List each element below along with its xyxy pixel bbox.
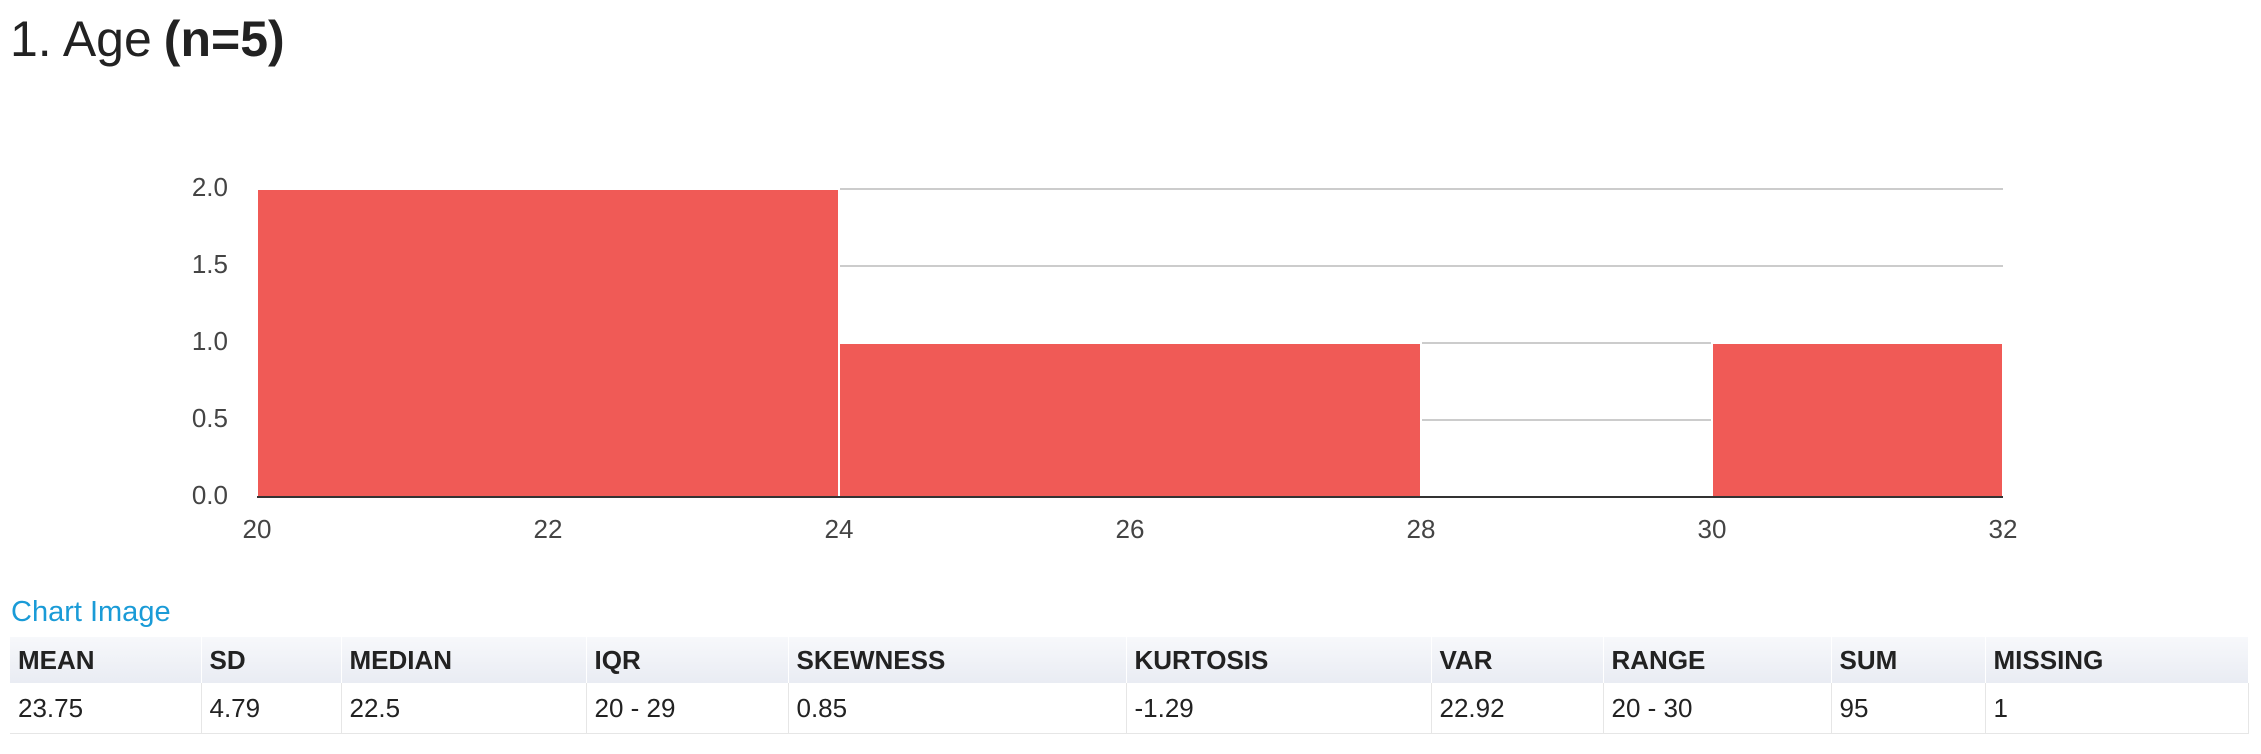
y-tick-label: 1.5 [192,249,228,279]
table-cell: 4.79 [201,683,342,734]
title: 1. Age (n=5) [10,10,285,68]
chart-image-link[interactable]: Chart Image [11,596,171,628]
table-body: 23.75 4.79 22.5 20 - 29 0.85 -1.29 22.92 20 - 3… [10,683,2249,734]
table-cell: 23.75 [10,683,202,734]
y-tick-label: 0.0 [192,480,228,510]
x-tick-label: 32 [1989,514,2018,544]
header-cell: MISSING [1985,637,2249,683]
header-cell: KURTOSIS [1126,637,1432,683]
header-cell: SKEWNESS [788,637,1127,683]
table-cell: 0.85 [788,683,1127,734]
bar [256,188,840,498]
chart: 0.0 0.5 1.0 1.5 2.0 20 22 24 26 28 30 32 [192,172,2018,544]
y-tick-label: 2.0 [192,172,228,202]
y-tick-label: 0.5 [192,403,228,433]
x-tick-label: 24 [825,514,854,544]
stats-table: MEAN SD MEDIAN IQR SKEWNESS KURTOSIS VAR RANGE S… [10,637,2249,734]
x-tick-label: 20 [243,514,272,544]
x-tick-label: 30 [1698,514,1727,544]
table-row: 23.75 4.79 22.5 20 - 29 0.85 -1.29 22.92 20 - 3… [10,683,2249,734]
header-cell: MEAN [10,637,202,683]
header-cell: SD [201,637,342,683]
title-count: (n=5) [163,11,285,67]
header-cell: MEDIAN [341,637,587,683]
bar [1711,342,2004,498]
x-tick-label: 28 [1407,514,1436,544]
x-tick-label: 26 [1116,514,1145,544]
table-cell: 20 - 29 [586,683,789,734]
table-cell: 95 [1831,683,1986,734]
header-cell: SUM [1831,637,1986,683]
title-text: 1. Age [10,11,152,67]
table-cell: -1.29 [1126,683,1432,734]
x-tick-label: 22 [534,514,563,544]
table-cell: 22.92 [1431,683,1604,734]
header-row: MEAN SD MEDIAN IQR SKEWNESS KURTOSIS VAR RANGE S… [10,637,2249,683]
header-cell: RANGE [1603,637,1832,683]
table-cell: 22.5 [341,683,587,734]
header-cell: VAR [1431,637,1604,683]
bar [838,342,1422,498]
table-cell: 1 [1985,683,2249,734]
y-tick-label: 1.0 [192,326,228,356]
table-cell: 20 - 30 [1603,683,1832,734]
header-cell: IQR [586,637,789,683]
